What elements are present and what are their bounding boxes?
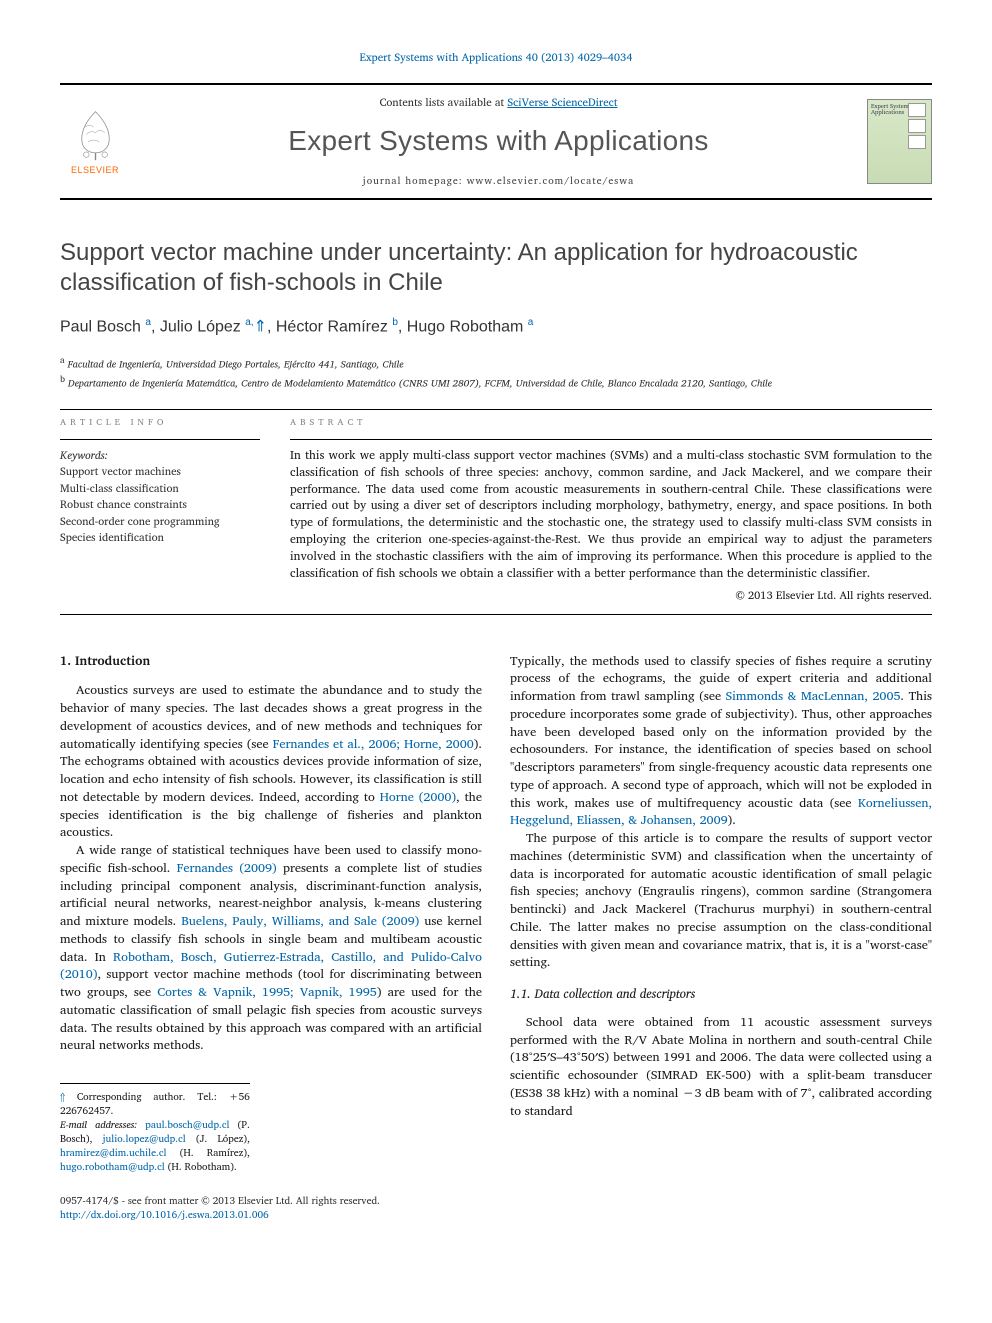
elsevier-logo: ELSEVIER	[60, 102, 130, 182]
issn-line: 0957-4174/$ - see front matter © 2013 El…	[60, 1194, 380, 1208]
body-paragraph: Typically, the methods used to classify …	[510, 653, 932, 831]
body-paragraph: Acoustics surveys are used to estimate t…	[60, 682, 482, 842]
journal-cover-thumbnail: Expert Systems with Applications	[867, 99, 932, 184]
body-paragraph: The purpose of this article is to compar…	[510, 830, 932, 972]
journal-header: ELSEVIER Contents lists available at Sci…	[60, 83, 932, 200]
page-footer: 0957-4174/$ - see front matter © 2013 El…	[60, 1194, 932, 1222]
email-addresses: E-mail addresses: paul.bosch@udp.cl (P. …	[60, 1118, 250, 1174]
article-info-label: ARTICLE INFO	[60, 416, 260, 429]
author-list: Paul Bosch a, Julio López a,⇑, Héctor Ra…	[60, 316, 932, 339]
contents-prefix: Contents lists available at	[380, 93, 508, 111]
intro-heading: 1. Introduction	[60, 653, 482, 671]
footnotes: ⇑ Corresponding author. Tel.: +56 226762…	[60, 1083, 250, 1174]
abstract-text: In this work we apply multi-class suppor…	[290, 448, 932, 582]
keywords-label: Keywords:	[60, 448, 260, 463]
affiliations: a Facultad de Ingeniería, Universidad Di…	[60, 353, 932, 392]
left-column: 1. Introduction Acoustics surveys are us…	[60, 653, 482, 1175]
homepage-prefix: journal homepage:	[363, 173, 467, 189]
corresponding-author-note: ⇑ Corresponding author. Tel.: +56 226762…	[60, 1090, 250, 1118]
abstract-label: ABSTRACT	[290, 416, 932, 429]
journal-reference: Expert Systems with Applications 40 (201…	[60, 50, 932, 65]
body-paragraph: School data were obtained from 11 acoust…	[510, 1014, 932, 1121]
contents-lists-line: Contents lists available at SciVerse Sci…	[144, 95, 853, 110]
article-title: Support vector machine under uncertainty…	[60, 238, 932, 298]
journal-homepage-line: journal homepage: www.elsevier.com/locat…	[144, 174, 853, 188]
elsevier-tree-icon	[68, 107, 123, 162]
sciencedirect-link[interactable]: SciVerse ScienceDirect	[507, 93, 617, 111]
elsevier-brand-text: ELSEVIER	[71, 164, 119, 177]
subsection-heading: 1.1. Data collection and descriptors	[510, 986, 932, 1004]
journal-title: Expert Systems with Applications	[144, 121, 853, 160]
homepage-url: www.elsevier.com/locate/eswa	[467, 173, 635, 189]
copyright-line: © 2013 Elsevier Ltd. All rights reserved…	[290, 588, 932, 603]
keywords-list: Support vector machinesMulti-class class…	[60, 463, 260, 546]
right-column: Typically, the methods used to classify …	[510, 653, 932, 1175]
body-paragraph: A wide range of statistical techniques h…	[60, 842, 482, 1055]
email-link[interactable]: hugo.robotham@udp.cl	[60, 1159, 165, 1175]
doi-link[interactable]: http://dx.doi.org/10.1016/j.eswa.2013.01…	[60, 1207, 269, 1223]
